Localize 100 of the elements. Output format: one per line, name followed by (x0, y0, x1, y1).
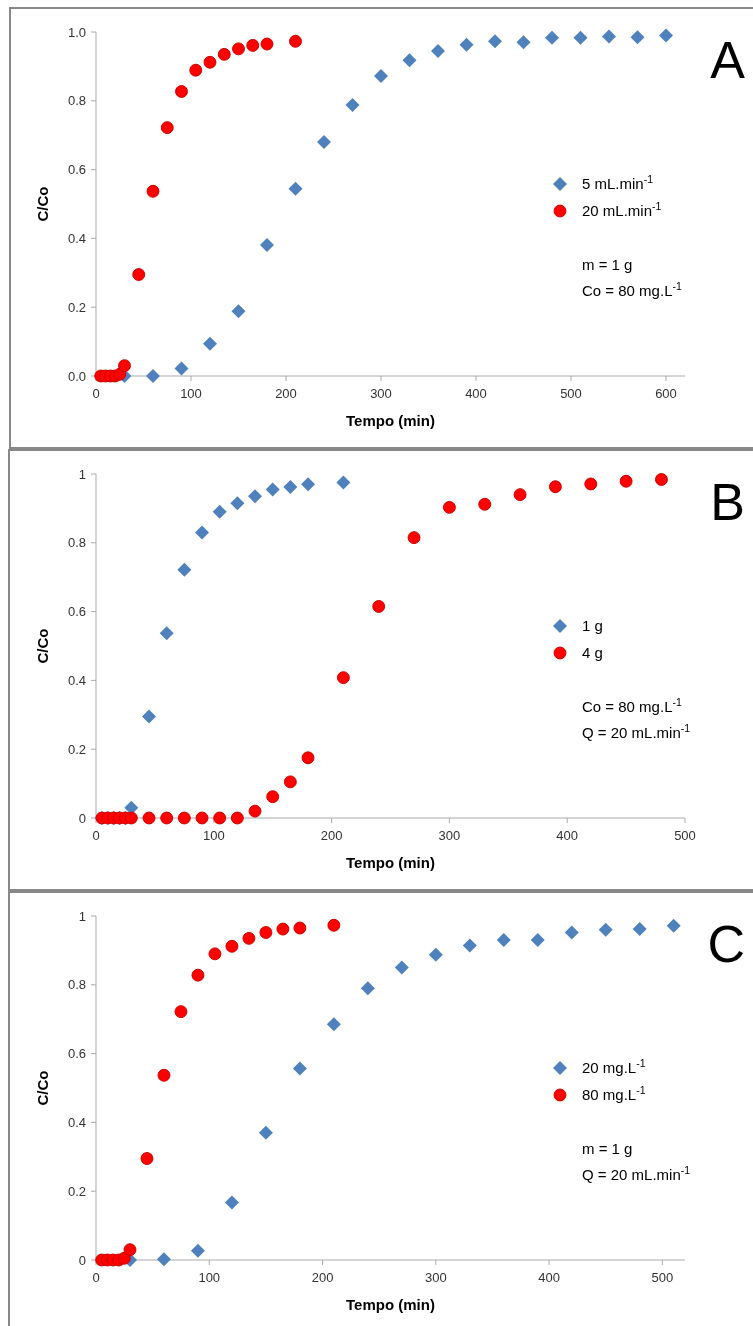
point (564, 925, 579, 940)
point (142, 709, 157, 724)
x-tick-label: 300 (370, 386, 392, 401)
x-tick-label: 400 (538, 1270, 560, 1285)
x-tick-label: 200 (320, 828, 343, 843)
point (124, 811, 138, 825)
x-tick-label: 300 (424, 1270, 447, 1285)
point (160, 811, 174, 825)
point (360, 981, 375, 996)
y-tick-label: 0 (78, 810, 86, 826)
point (123, 1243, 137, 1257)
y-tick-label: 0.4 (67, 1114, 86, 1130)
point (190, 1243, 205, 1258)
point (288, 181, 303, 196)
point (230, 496, 245, 511)
point (177, 811, 191, 825)
y-tick-label: 0.8 (67, 93, 86, 109)
point (258, 1125, 273, 1140)
point (248, 804, 262, 818)
point (598, 922, 613, 937)
legend-label: 4 g (582, 644, 603, 662)
point (132, 268, 146, 281)
point (431, 43, 445, 58)
point (203, 336, 217, 351)
x-tick-label: 500 (560, 386, 582, 401)
point (117, 1251, 131, 1265)
point (317, 135, 331, 150)
y-tick-label: 0.0 (67, 368, 86, 384)
x-tick-label: 100 (202, 828, 225, 843)
x-tick-label: 500 (674, 828, 696, 843)
y-tick-label: 0.4 (67, 230, 86, 246)
point (345, 97, 360, 112)
text: A (710, 31, 746, 89)
point (496, 933, 511, 948)
point (140, 1152, 154, 1165)
point (478, 497, 492, 511)
point (459, 37, 474, 52)
legend-label: 20 mg.L$^{-1}$ (582, 1057, 646, 1077)
point (191, 968, 205, 982)
point (666, 918, 681, 933)
x-tick-label: 500 (651, 1270, 674, 1285)
point (265, 482, 280, 497)
point (402, 53, 417, 68)
point (177, 562, 192, 577)
x-axis-title: Tempo (min) (346, 1296, 435, 1313)
point (146, 369, 160, 383)
point (189, 63, 203, 77)
point (118, 359, 131, 373)
annotation: Q = 20 mL.min$^{-1}$ (582, 722, 691, 742)
y-tick-label: 0.8 (67, 535, 86, 551)
point (195, 525, 210, 540)
x-tick-label: 200 (275, 386, 297, 401)
y-tick-label: 1 (78, 466, 86, 482)
point (231, 304, 246, 319)
y-axis-title: C/Co (34, 186, 51, 222)
point (619, 474, 633, 488)
point (530, 933, 545, 948)
point (602, 29, 616, 44)
point (225, 939, 239, 953)
point (242, 931, 256, 945)
x-tick-label: 0 (92, 828, 100, 843)
point (336, 475, 351, 490)
x-tick-label: 100 (180, 386, 202, 401)
annotation: Q = 20 mL.min$^{-1}$ (582, 1164, 691, 1184)
point (659, 28, 673, 43)
legend-label: 80 mg.L$^{-1}$ (582, 1084, 646, 1104)
point (488, 34, 502, 49)
point (156, 1252, 171, 1267)
point (246, 38, 260, 52)
point (326, 1017, 341, 1032)
point (573, 30, 588, 45)
x-tick-label: 400 (465, 386, 487, 401)
point (146, 184, 160, 198)
point (208, 947, 222, 961)
point (293, 921, 307, 935)
point (630, 30, 645, 45)
y-axis-title: C/Co (34, 628, 51, 664)
point (213, 811, 227, 825)
y-tick-label: 1 (78, 908, 86, 924)
point (372, 599, 386, 613)
point (632, 922, 647, 937)
point (283, 480, 298, 495)
point (160, 121, 174, 135)
point (462, 938, 477, 953)
x-tick-label: 200 (311, 1270, 334, 1285)
point (428, 947, 443, 962)
y-tick-label: 1.0 (67, 24, 86, 40)
point (266, 790, 280, 804)
x-tick-label: 0 (92, 1270, 100, 1285)
y-tick-label: 0.2 (67, 299, 86, 315)
point (260, 237, 274, 252)
point (259, 926, 273, 939)
annotation: Co = 80 mg.L$^{-1}$ (582, 696, 682, 716)
point (157, 1068, 171, 1082)
y-tick-label: 0.2 (67, 1183, 86, 1199)
point (283, 775, 297, 789)
y-tick-label: 0.6 (67, 1046, 86, 1062)
point (336, 671, 350, 685)
point (217, 47, 231, 61)
annotation: m = 1 g (582, 256, 633, 274)
